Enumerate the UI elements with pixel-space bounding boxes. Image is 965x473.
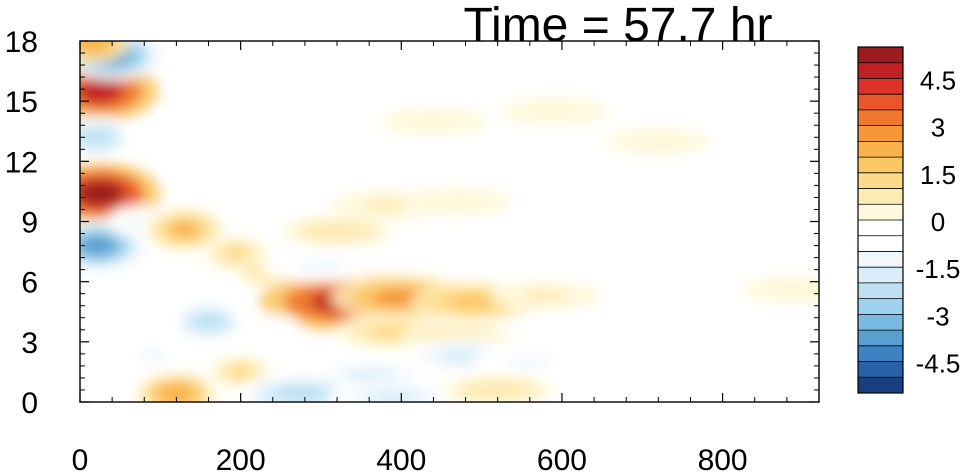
x-axis: 0 200 400 600 800 bbox=[72, 41, 788, 473]
colorbar-swatch bbox=[858, 172, 903, 189]
contour-feature bbox=[604, 127, 712, 156]
colorbar-swatch bbox=[858, 251, 903, 268]
y-tick-label: 9 bbox=[21, 207, 38, 240]
y-axis: 0 3 6 9 12 15 18 bbox=[5, 26, 819, 420]
colorbar-label: -1.5 bbox=[916, 254, 961, 284]
colorbar-swatch bbox=[858, 78, 903, 95]
colorbar-swatch bbox=[858, 298, 903, 315]
contour-feature bbox=[280, 215, 395, 248]
colorbar-label: -4.5 bbox=[916, 349, 961, 379]
contour-feature bbox=[168, 300, 249, 344]
contour-feature bbox=[261, 248, 381, 283]
y-tick-label: 0 bbox=[21, 387, 38, 420]
colorbar-swatch bbox=[858, 94, 903, 111]
contour-feature bbox=[684, 379, 793, 402]
colorbar-label: 3 bbox=[931, 113, 945, 143]
contour-feature bbox=[499, 96, 609, 126]
colorbar-swatch bbox=[858, 109, 903, 126]
x-tick-label: 600 bbox=[537, 444, 587, 473]
contour-feature bbox=[379, 107, 488, 136]
colorbar-swatch bbox=[858, 141, 903, 158]
colorbar-swatch bbox=[858, 330, 903, 347]
colorbar-label: -3 bbox=[926, 301, 949, 331]
y-tick-label: 6 bbox=[21, 267, 38, 300]
colorbar-swatch bbox=[858, 157, 903, 174]
contour-feature bbox=[121, 338, 184, 373]
x-tick-label: 400 bbox=[376, 444, 426, 473]
contour-feature bbox=[137, 373, 216, 402]
colorbar-swatch bbox=[858, 47, 903, 64]
colorbar-swatch bbox=[858, 235, 903, 252]
colorbar-label: 0 bbox=[931, 207, 945, 237]
contour-feature bbox=[471, 345, 589, 379]
contour-feature bbox=[131, 275, 190, 308]
colorbar-swatch bbox=[858, 314, 903, 331]
colorbar-frame bbox=[857, 46, 904, 394]
colorbar-swatch bbox=[858, 204, 903, 221]
colorbar-swatch bbox=[858, 361, 903, 378]
colorbar-label: 4.5 bbox=[920, 65, 956, 95]
colorbar-swatch bbox=[858, 220, 903, 237]
x-tick-label: 200 bbox=[216, 444, 266, 473]
chart-title: Time = 57.7 hr bbox=[463, 0, 772, 52]
colorbar-swatch bbox=[858, 267, 903, 284]
contour-feature bbox=[402, 186, 513, 217]
contour-feature bbox=[80, 41, 131, 64]
contour-feature bbox=[440, 374, 555, 402]
contour-feature bbox=[243, 313, 302, 346]
contour-feature bbox=[489, 280, 603, 311]
colorbar-swatch bbox=[858, 188, 903, 205]
y-tick-label: 3 bbox=[21, 327, 38, 360]
contour-feature bbox=[741, 275, 819, 304]
colorbar-label: 1.5 bbox=[920, 160, 956, 190]
y-tick-label: 15 bbox=[5, 86, 38, 119]
colorbar: 4.5 3 1.5 0 -1.5 -3 -4.5 bbox=[857, 46, 961, 394]
contour-feature bbox=[146, 209, 222, 250]
colorbar-swatch bbox=[858, 62, 903, 79]
y-tick-label: 18 bbox=[5, 26, 38, 59]
contour-field bbox=[80, 41, 819, 402]
contour-feature bbox=[80, 116, 136, 159]
y-tick-label: 12 bbox=[5, 146, 38, 179]
colorbar-swatch bbox=[858, 282, 903, 299]
colorbar-swatch bbox=[858, 377, 903, 394]
contour-feature bbox=[329, 378, 458, 402]
x-tick-label: 0 bbox=[72, 444, 89, 473]
x-tick-label: 800 bbox=[698, 444, 748, 473]
colorbar-swatch bbox=[858, 345, 903, 362]
colorbar-swatch bbox=[858, 125, 903, 142]
